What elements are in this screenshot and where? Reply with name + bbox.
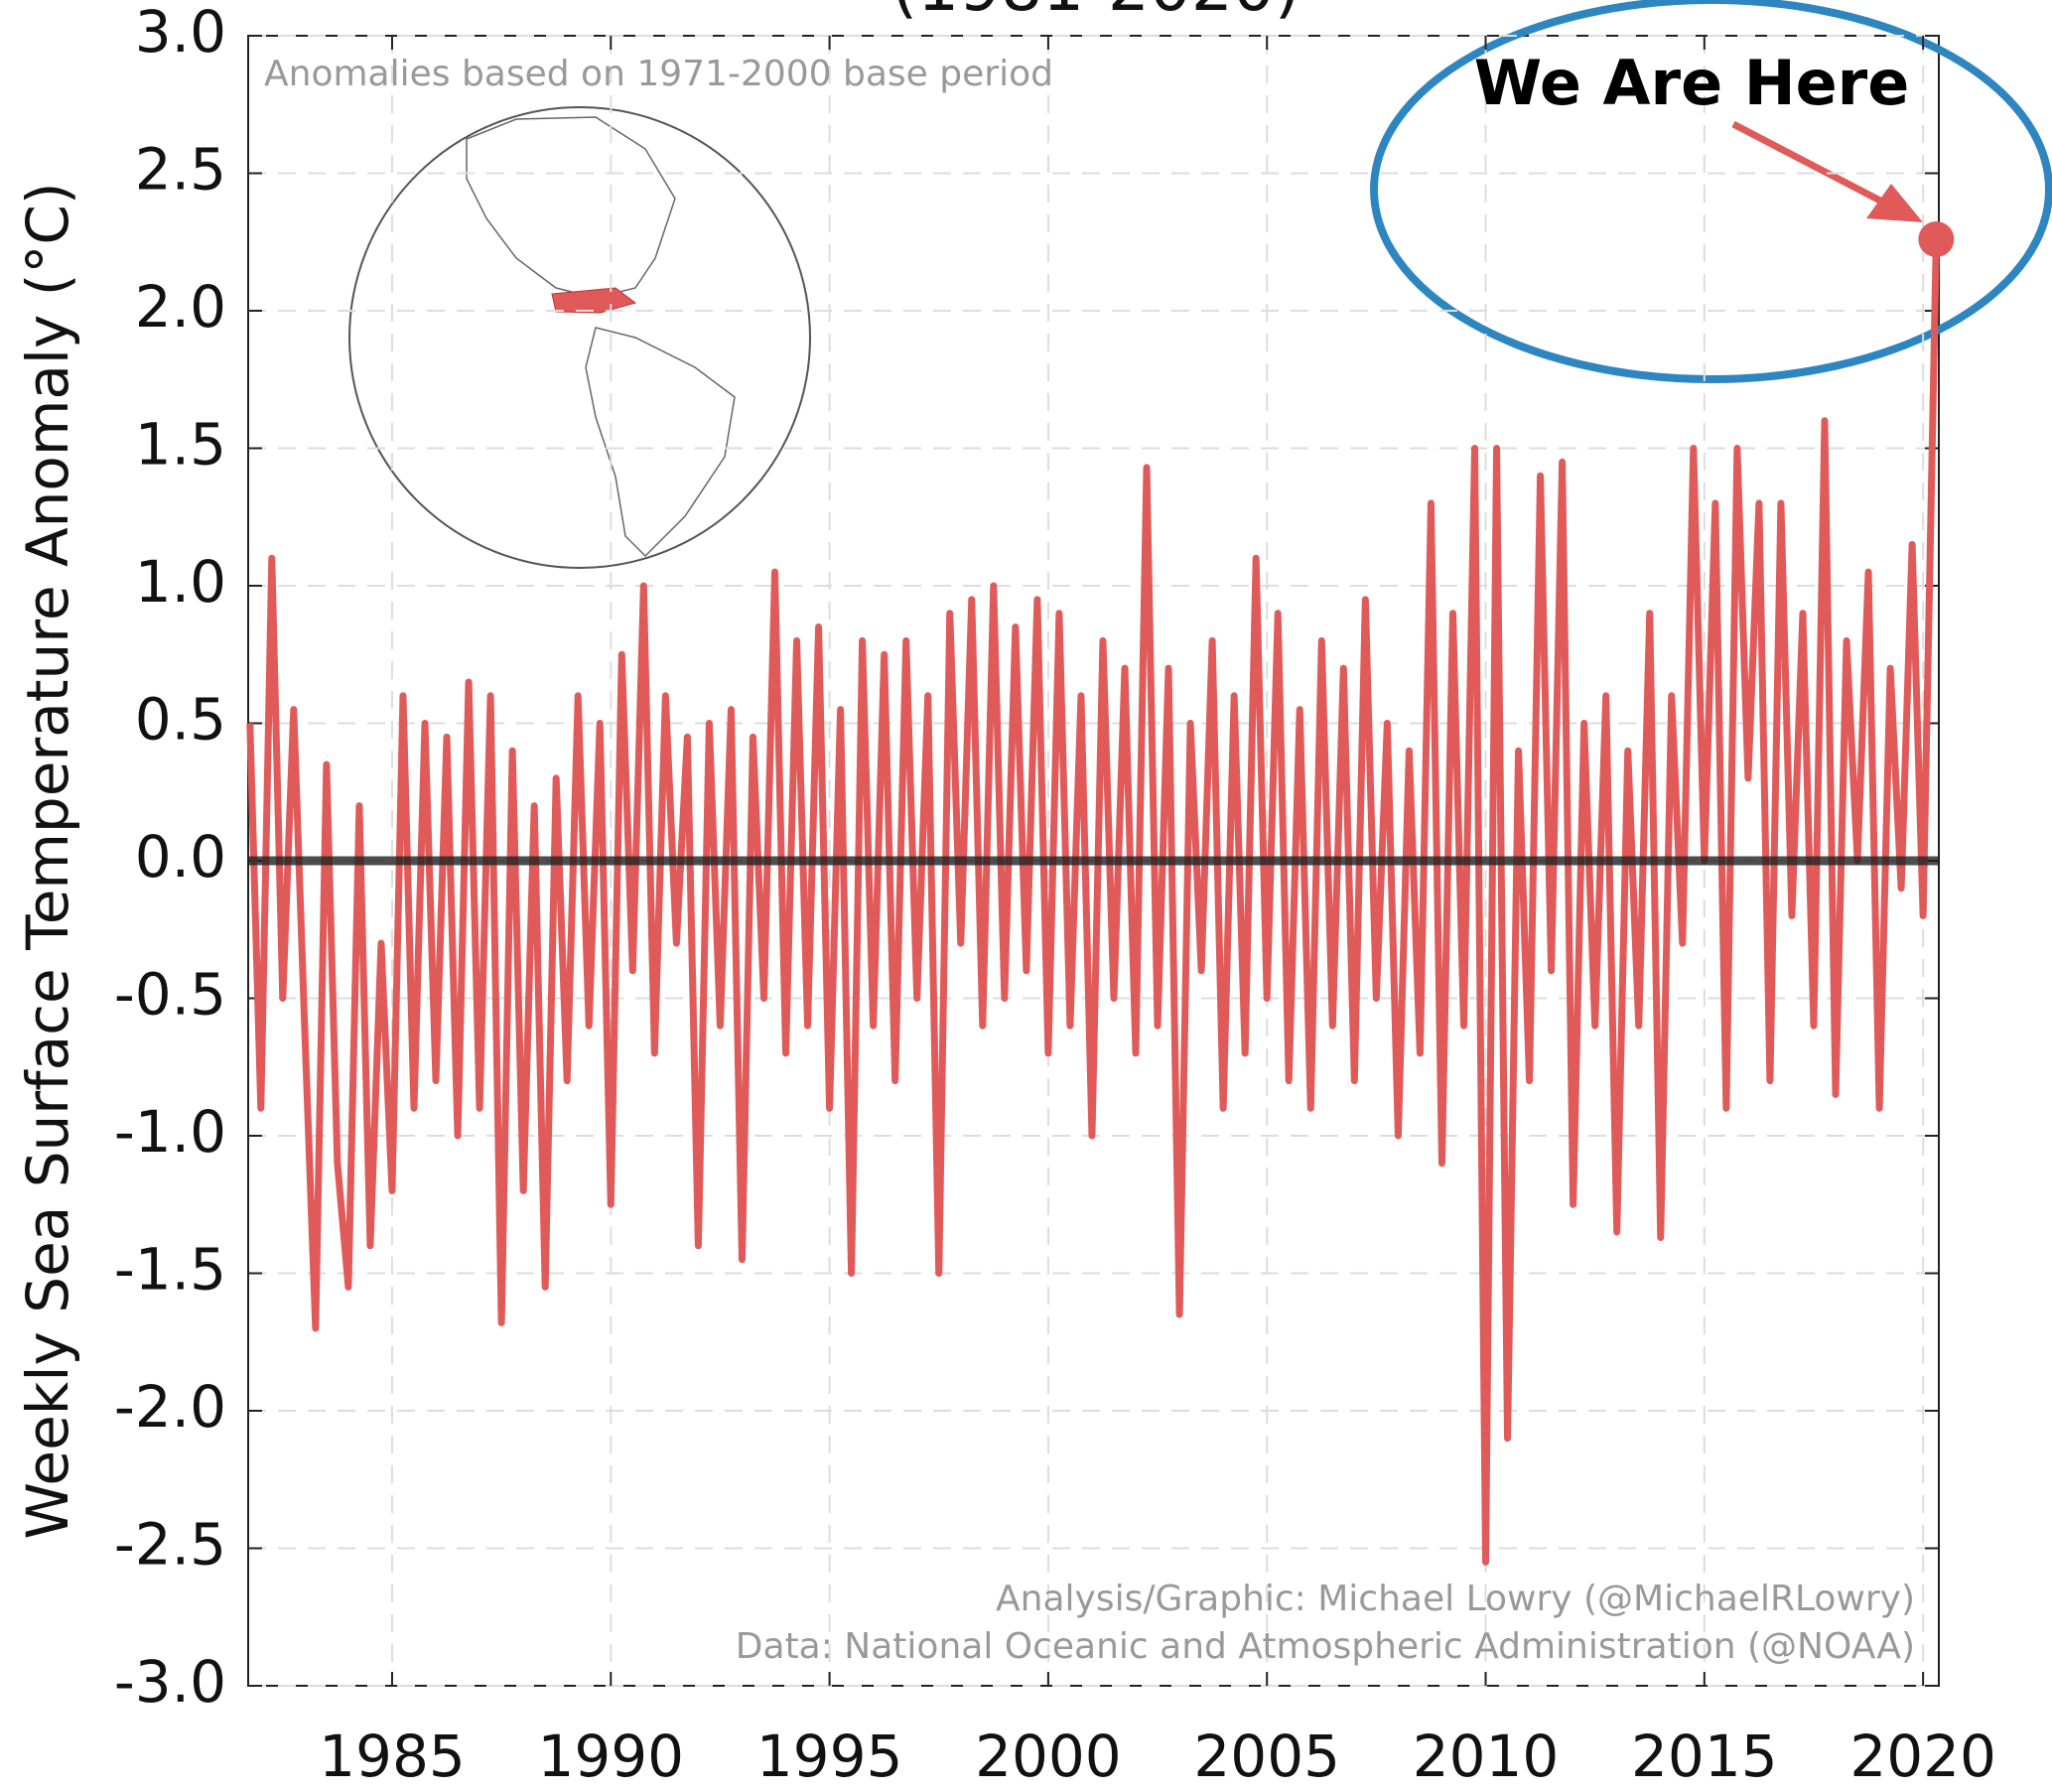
- y-tick-label: 0.0: [135, 823, 226, 891]
- annotation: Data: National Oceanic and Atmospheric A…: [736, 1626, 1915, 1667]
- x-tick-label: 2015: [1631, 1723, 1778, 1790]
- globe: [348, 106, 811, 569]
- y-tick-label: -0.5: [114, 961, 226, 1029]
- y-tick-label: -2.0: [114, 1373, 226, 1441]
- y-tick-label: 2.5: [135, 136, 226, 204]
- annotation: We Are Here: [1474, 47, 1910, 119]
- y-tick-label: 2.0: [135, 273, 226, 341]
- highlight-point: [1918, 220, 1955, 257]
- chart-subtitle: (1981-2020): [891, 0, 1300, 26]
- y-tick-label: 0.5: [135, 686, 226, 754]
- y-tick-label: 3.0: [135, 0, 226, 66]
- x-tick-label: 1995: [756, 1723, 903, 1790]
- y-axis-label: Weekly Sea Surface Temperature Anomaly (…: [14, 182, 81, 1539]
- x-tick-label: 1985: [319, 1723, 466, 1790]
- y-tick-label: -1.0: [114, 1098, 226, 1166]
- x-tick-label: 2000: [975, 1723, 1122, 1790]
- annotation: Anomalies based on 1971-2000 base period: [264, 54, 1053, 94]
- y-tick-label: 1.5: [135, 411, 226, 479]
- series-line: [246, 238, 1940, 1566]
- arrow-head: [1866, 184, 1923, 222]
- y-tick-label: -1.5: [114, 1236, 226, 1304]
- y-tick-label: -2.5: [114, 1511, 226, 1579]
- y-tick-label: 1.0: [135, 548, 226, 616]
- arrow: [1731, 120, 1903, 215]
- highlight-ellipse: [1370, 0, 2052, 383]
- x-tick-label: 2020: [1849, 1723, 1996, 1790]
- x-tick-label: 2005: [1193, 1723, 1340, 1790]
- x-tick-label: 1990: [537, 1723, 684, 1790]
- y-tick-label: -3.0: [114, 1648, 226, 1716]
- x-tick-label: 2010: [1413, 1723, 1560, 1790]
- annotation: Analysis/Graphic: Michael Lowry (@Michae…: [996, 1579, 1915, 1619]
